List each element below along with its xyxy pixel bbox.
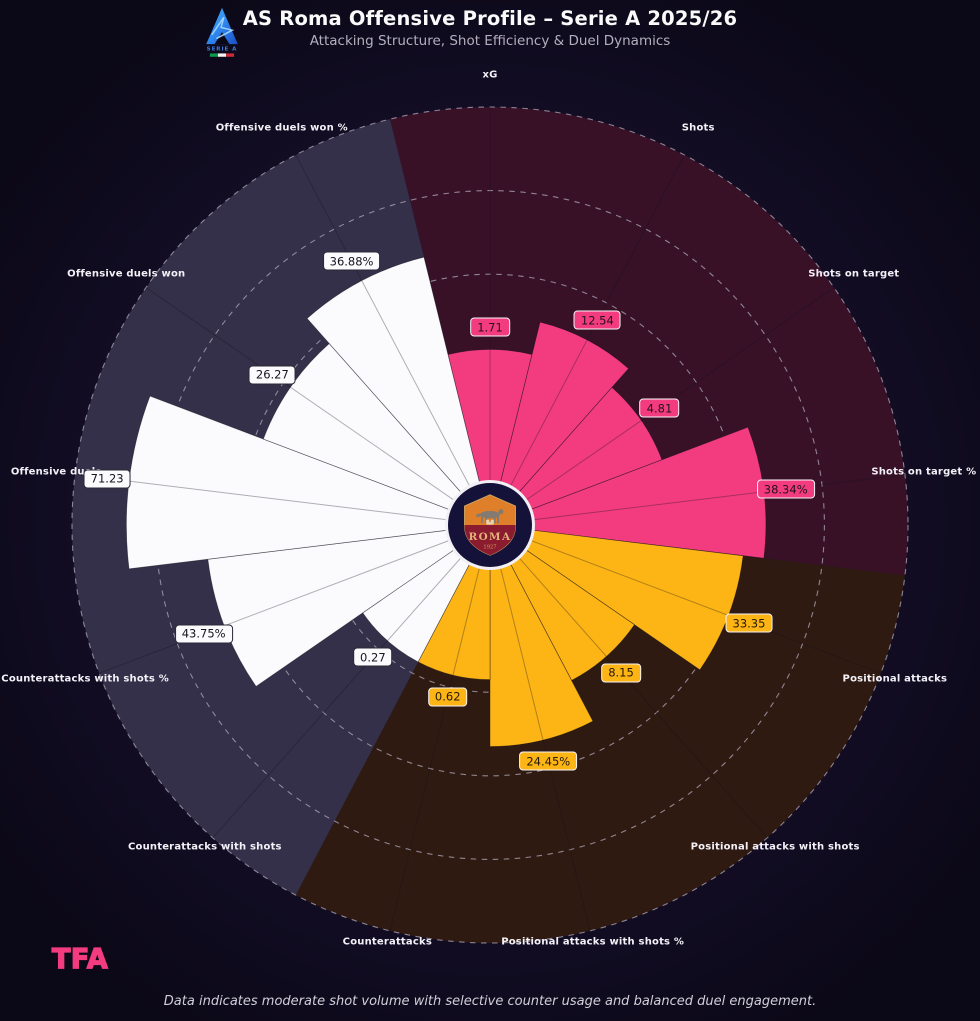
radial-gridline (98, 524, 491, 674)
page-title: AS Roma Offensive Profile – Serie A 2025… (242, 7, 738, 30)
header: AS Roma Offensive Profile – Serie A 2025… (0, 6, 980, 51)
tfa-wordmark: TFA (52, 944, 108, 975)
crest-year: 1927 (483, 545, 496, 551)
grid-ring (71, 106, 909, 944)
radial-gridline (489, 474, 906, 526)
pizza-slice (489, 524, 594, 747)
crest-name: ROMA (469, 531, 512, 543)
pizza-slice (306, 256, 491, 526)
serie-a-mark (206, 7, 238, 45)
radial-gridline (489, 154, 685, 526)
pizza-slice (489, 321, 630, 526)
wolf-icon (475, 508, 504, 524)
pizza-slice (262, 343, 491, 526)
radial-gridline (74, 474, 491, 526)
radial-gridline (489, 524, 882, 674)
footer-note: Data indicates moderate shot volume with… (163, 994, 817, 1009)
radial-gridline (389, 524, 491, 931)
tfa-logo: TFA (51, 943, 108, 975)
serie-a-logo: SERIE A (206, 7, 238, 57)
club-crest-badge: ROMA 1927 (445, 480, 535, 570)
radial-gridline (295, 154, 491, 526)
radial-gridline (489, 524, 591, 931)
radial-gridline (145, 287, 491, 526)
page-subtitle: Attacking Structure, Shot Efficiency & D… (309, 33, 671, 49)
serie-a-wordmark: SERIE A (207, 47, 238, 53)
italy-flag-icon (209, 53, 235, 57)
radial-gridline (212, 524, 491, 839)
twins-icon (486, 519, 494, 525)
as-roma-crest-icon: ROMA 1927 (464, 494, 516, 556)
